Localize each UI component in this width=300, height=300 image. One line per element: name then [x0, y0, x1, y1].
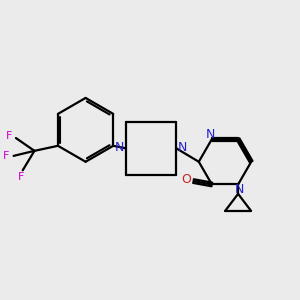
Text: F: F — [5, 131, 12, 141]
Text: O: O — [181, 173, 191, 186]
Text: N: N — [178, 141, 187, 154]
Text: N: N — [115, 141, 124, 154]
Text: N: N — [235, 183, 244, 196]
Text: N: N — [206, 128, 215, 140]
Text: F: F — [3, 151, 9, 161]
Text: F: F — [18, 172, 24, 182]
